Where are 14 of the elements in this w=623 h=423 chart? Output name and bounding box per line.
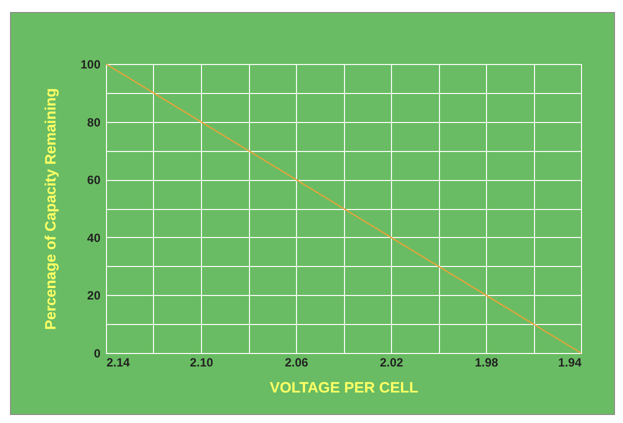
- y-tick-label: 100: [80, 58, 101, 72]
- x-tick-label: 2.06: [284, 356, 308, 370]
- x-tick-label: 1.94: [558, 356, 582, 370]
- x-tick-label: 2.02: [380, 356, 404, 370]
- y-tick-label: 0: [94, 346, 101, 360]
- y-tick-label: 80: [87, 115, 101, 130]
- x-tick-label: 2.10: [190, 356, 214, 370]
- x-axis-title: VOLTAGE PER CELL: [270, 380, 418, 396]
- y-axis-title: Percenage of Capacity Remaining: [42, 88, 60, 330]
- y-tick-label: 60: [87, 173, 101, 188]
- y-tick-label: 20: [87, 288, 101, 303]
- x-tick-label: 1.98: [474, 356, 498, 370]
- y-tick-label: 40: [87, 230, 101, 245]
- x-tick-label: 2.14: [106, 356, 130, 370]
